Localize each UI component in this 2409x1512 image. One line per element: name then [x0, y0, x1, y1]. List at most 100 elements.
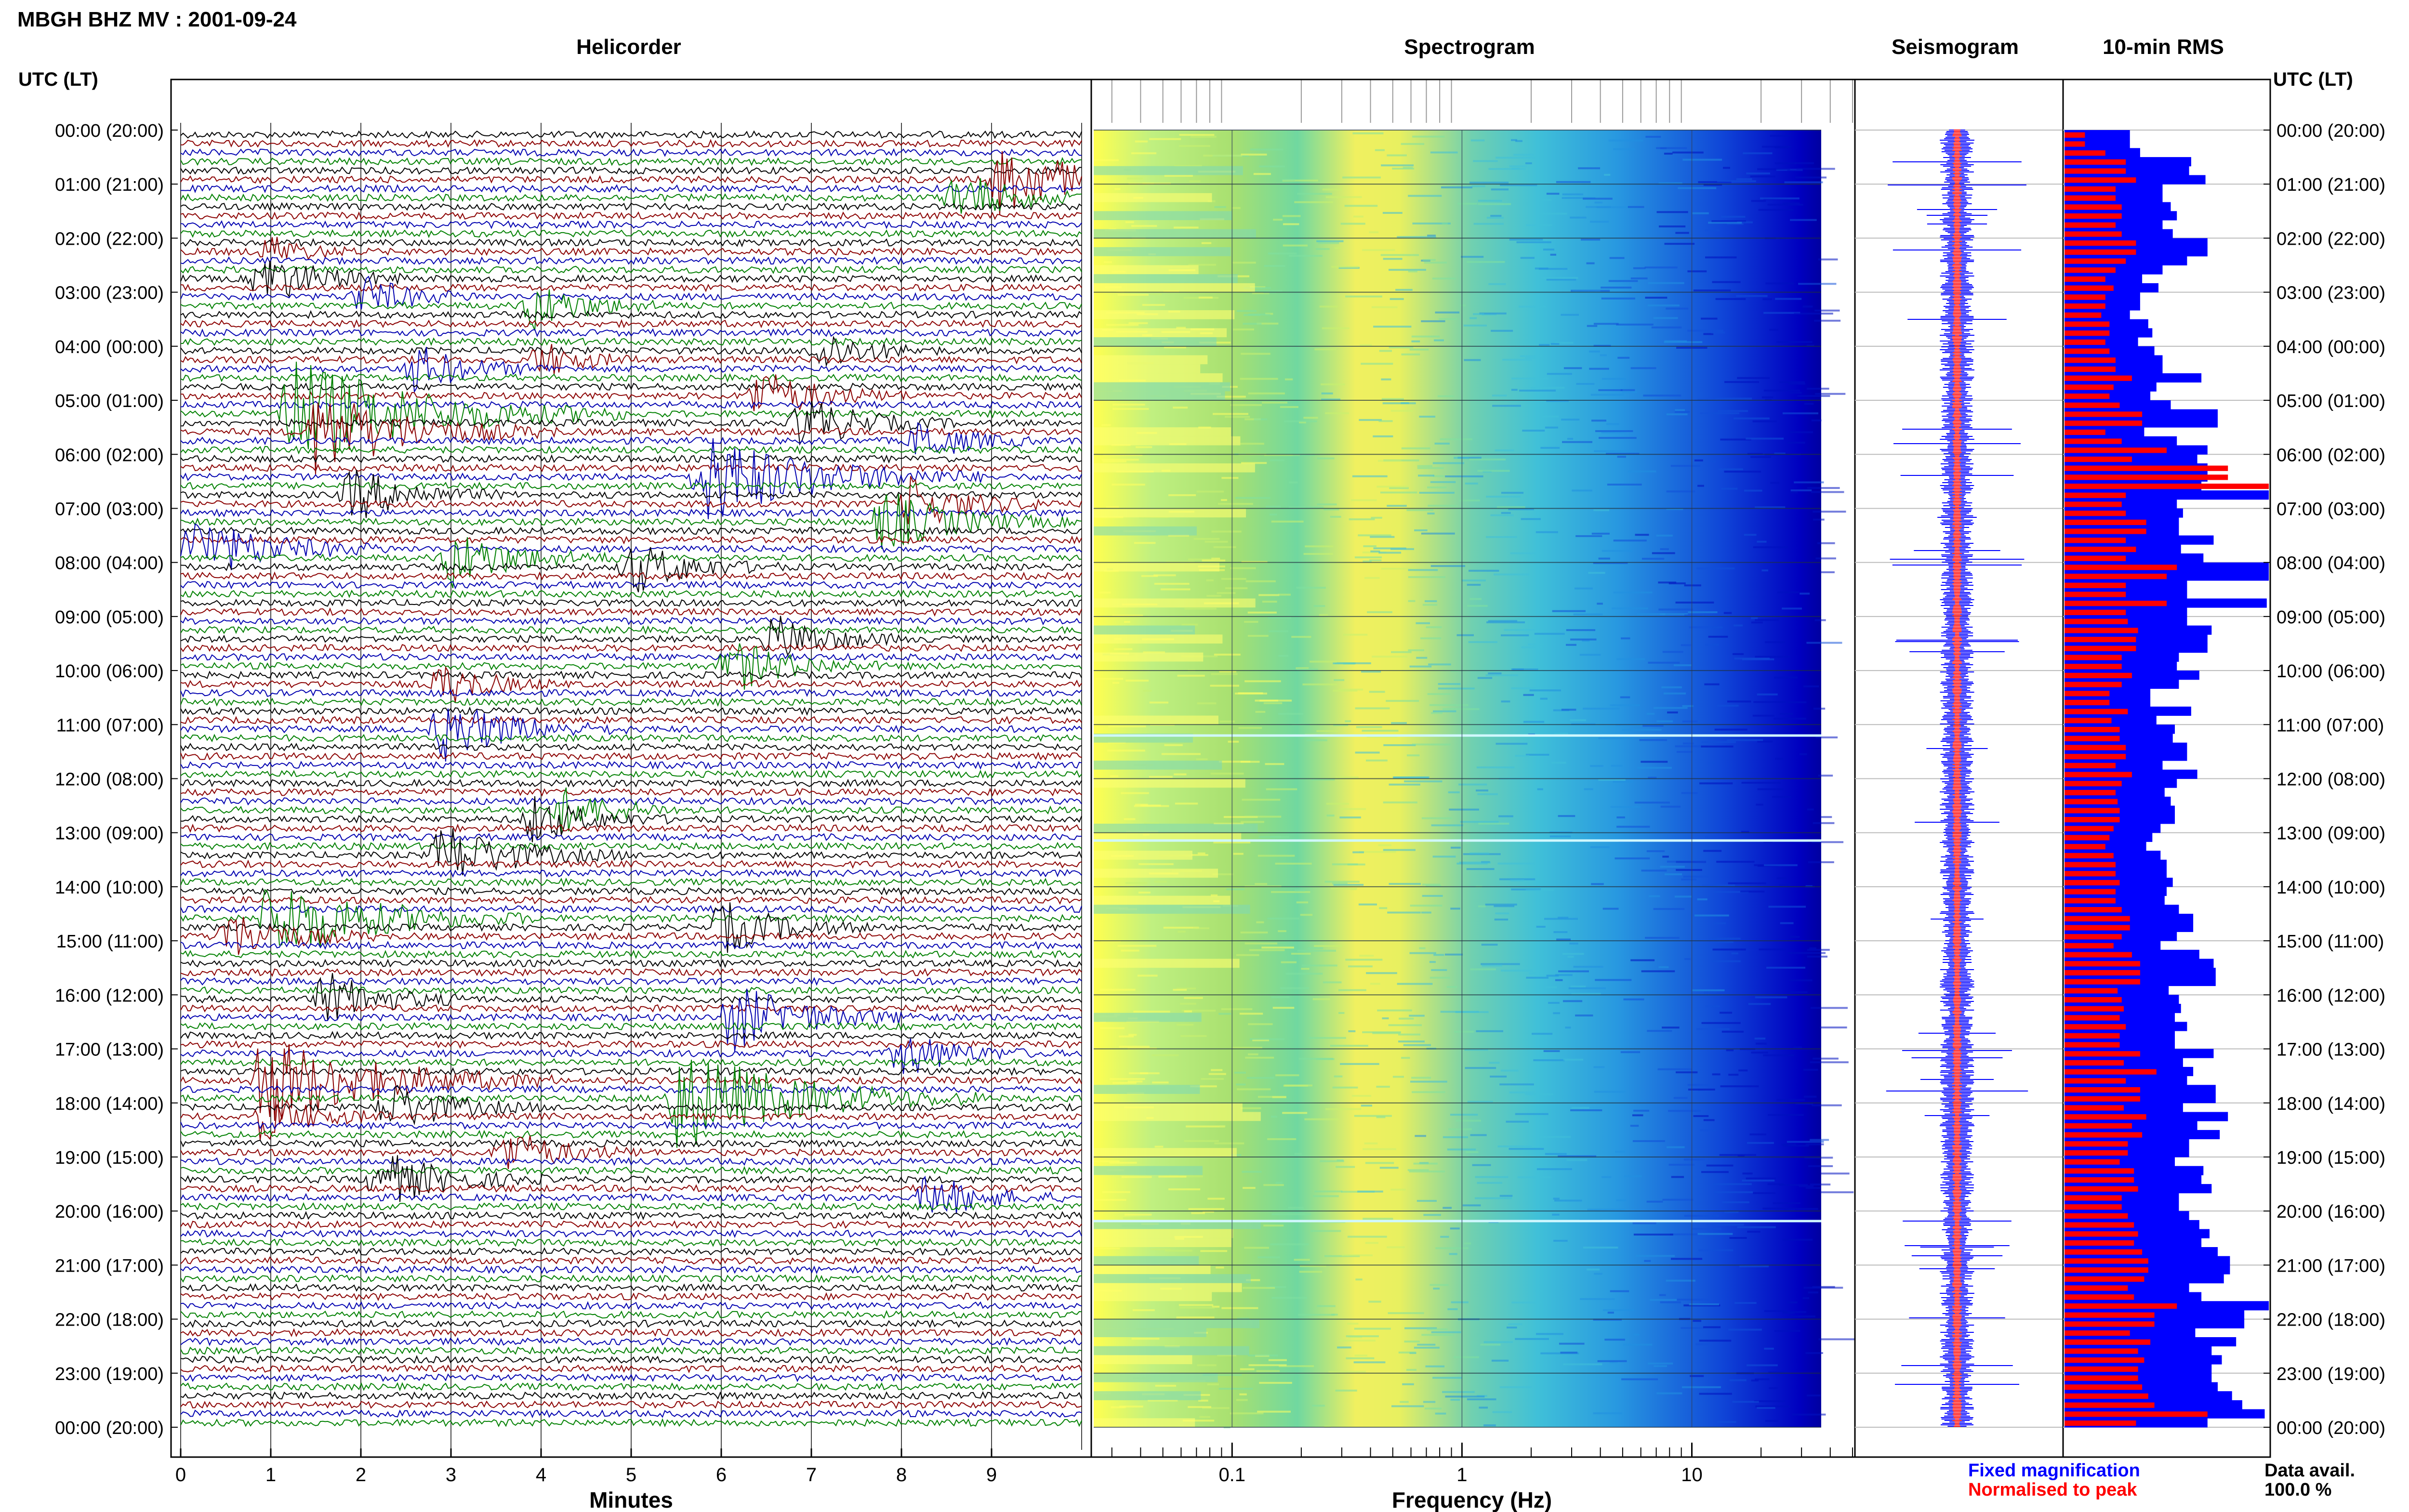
- spectrogram-cell: [1667, 711, 1678, 714]
- spectrogram-cell: [1164, 744, 1183, 746]
- spectrogram-cell: [1435, 311, 1460, 314]
- helicorder-trace: [180, 148, 1082, 157]
- spectrogram-cell: [1494, 905, 1515, 907]
- spectrogram-cell: [1378, 420, 1393, 422]
- spectrogram-cell: [1607, 484, 1642, 486]
- spectrogram-cell: [1142, 304, 1165, 306]
- spectrogram-cell: [1443, 1136, 1469, 1138]
- rms-normalised-bar: [2065, 1096, 2140, 1102]
- spectrogram-cell: [1450, 1399, 1460, 1401]
- spectrogram-cell: [1604, 173, 1611, 176]
- spectrogram-band: [1094, 310, 1235, 319]
- spectrogram-cell: [1310, 660, 1337, 663]
- spectrogram-cell: [1708, 635, 1728, 638]
- spectrogram-cell: [1440, 1236, 1449, 1238]
- spectrogram-cell: [1367, 611, 1392, 613]
- spectrogram-cell: [1705, 256, 1737, 259]
- spectrogram-cell: [1808, 861, 1834, 863]
- spectrogram-cell: [1456, 1119, 1481, 1122]
- spectrogram-cell: [1184, 997, 1203, 999]
- rms-normalised-bar: [2065, 880, 2120, 886]
- spectrogram-title: Spectrogram: [1404, 35, 1535, 59]
- rms-normalised-bar: [2065, 799, 2118, 804]
- spectrogram-band: [1094, 598, 1256, 608]
- spectrogram-cell: [1811, 419, 1822, 421]
- spectrogram-cell: [1521, 646, 1542, 648]
- spectrogram-cell: [1221, 1307, 1258, 1309]
- spectrogram-cell: [1243, 1187, 1256, 1189]
- spectrogram-cell: [1423, 1401, 1436, 1403]
- rms-normalised-bar: [2065, 438, 2122, 444]
- spectrogram-cell: [1410, 905, 1443, 907]
- spectrogram-cell: [1163, 926, 1199, 929]
- spectrogram-cell: [1382, 1017, 1389, 1020]
- rms-normalised-bar: [2065, 1033, 2120, 1039]
- spectrogram-cell: [1252, 290, 1283, 292]
- spectrogram-cell: [1486, 621, 1525, 623]
- spectrogram-cell: [1239, 1393, 1247, 1395]
- spectrogram-cell: [1365, 1162, 1394, 1164]
- spectrogram-cell: [1700, 1129, 1717, 1131]
- helicorder-trace: [180, 1418, 1082, 1428]
- rms-normalised-bar: [2065, 1411, 2208, 1417]
- spectrogram-cell: [1387, 911, 1421, 914]
- spectrogram-cell: [1606, 453, 1640, 455]
- rms-normalised-bar: [2065, 645, 2136, 651]
- spectrogram-cell: [1570, 1109, 1602, 1111]
- rms-normalised-bar: [2065, 718, 2112, 723]
- spectrogram-cell: [1348, 965, 1373, 968]
- spectrogram-cell: [1386, 700, 1419, 702]
- spectrogram-cell: [1257, 322, 1279, 325]
- spectrogram-cell: [1540, 1352, 1579, 1354]
- legend-fixed-magnification: Fixed magnification: [1968, 1460, 2140, 1481]
- spectrogram-cell: [1762, 1208, 1783, 1210]
- spectrogram-cell: [1112, 404, 1145, 406]
- spectrogram-band: [1094, 1103, 1243, 1112]
- spectrogram-cell: [1423, 1214, 1441, 1216]
- spectrogram-cell: [1779, 713, 1793, 715]
- spectrogram-cell: [1450, 1227, 1460, 1230]
- spectrogram-cell: [1515, 140, 1522, 142]
- spectrogram-band: [1094, 1274, 1251, 1283]
- rms-normalised-bar: [2065, 411, 2143, 417]
- spectrogram-cell: [1481, 944, 1498, 946]
- spectrogram-cell: [1432, 277, 1456, 280]
- spectrogram-cell: [1775, 758, 1784, 760]
- spectrogram-cell: [1645, 136, 1661, 138]
- spectrogram-cell: [1562, 1000, 1583, 1002]
- spectrogram-cell: [1494, 919, 1509, 920]
- spectrogram-cell: [1736, 295, 1768, 297]
- spectrogram-cell: [1361, 363, 1393, 365]
- spectrogram-band: [1094, 508, 1246, 518]
- spectrogram-cell: [1681, 644, 1692, 646]
- spectrogram-cell: [1380, 254, 1419, 256]
- spectrogram-cell: [1700, 412, 1739, 414]
- spectrogram-cell: [1234, 1071, 1246, 1074]
- helicorder-trace: [180, 1099, 1082, 1140]
- rms-normalised-bar: [2065, 853, 2114, 858]
- spectrogram-cell: [1511, 377, 1549, 380]
- spectrogram-cell: [1322, 188, 1342, 191]
- helicorder-trace: [180, 1085, 1082, 1094]
- spectrogram-cell: [1651, 326, 1682, 329]
- helicorder-trace: [180, 373, 1082, 383]
- rms-normalised-bar: [2065, 1375, 2138, 1381]
- rms-normalised-bar: [2065, 1186, 2138, 1192]
- spectrogram-cell: [1604, 1339, 1625, 1341]
- spectrogram-cell: [1612, 607, 1648, 610]
- spectrogram-band: [1094, 391, 1225, 400]
- rms-normalised-bar: [2065, 141, 2085, 147]
- spectrogram-cell: [1703, 333, 1714, 335]
- spectrogram-cell: [1469, 458, 1506, 460]
- spectrogram-cell: [1720, 1012, 1733, 1014]
- spectrogram-cell: [1212, 1305, 1220, 1308]
- time-label-right: 08:00 (04:00): [2277, 553, 2385, 574]
- spectrogram-cell: [1571, 1106, 1589, 1109]
- rms-normalised-bar: [2065, 348, 2110, 354]
- spectrogram-cell: [1331, 887, 1357, 890]
- rms-normalised-bar: [2065, 1141, 2128, 1147]
- spectrogram-cell: [1563, 1058, 1584, 1061]
- rms-normalised-bar: [2065, 1159, 2120, 1165]
- spectrogram-cell: [1138, 892, 1151, 894]
- spectrogram-cell: [1717, 705, 1739, 707]
